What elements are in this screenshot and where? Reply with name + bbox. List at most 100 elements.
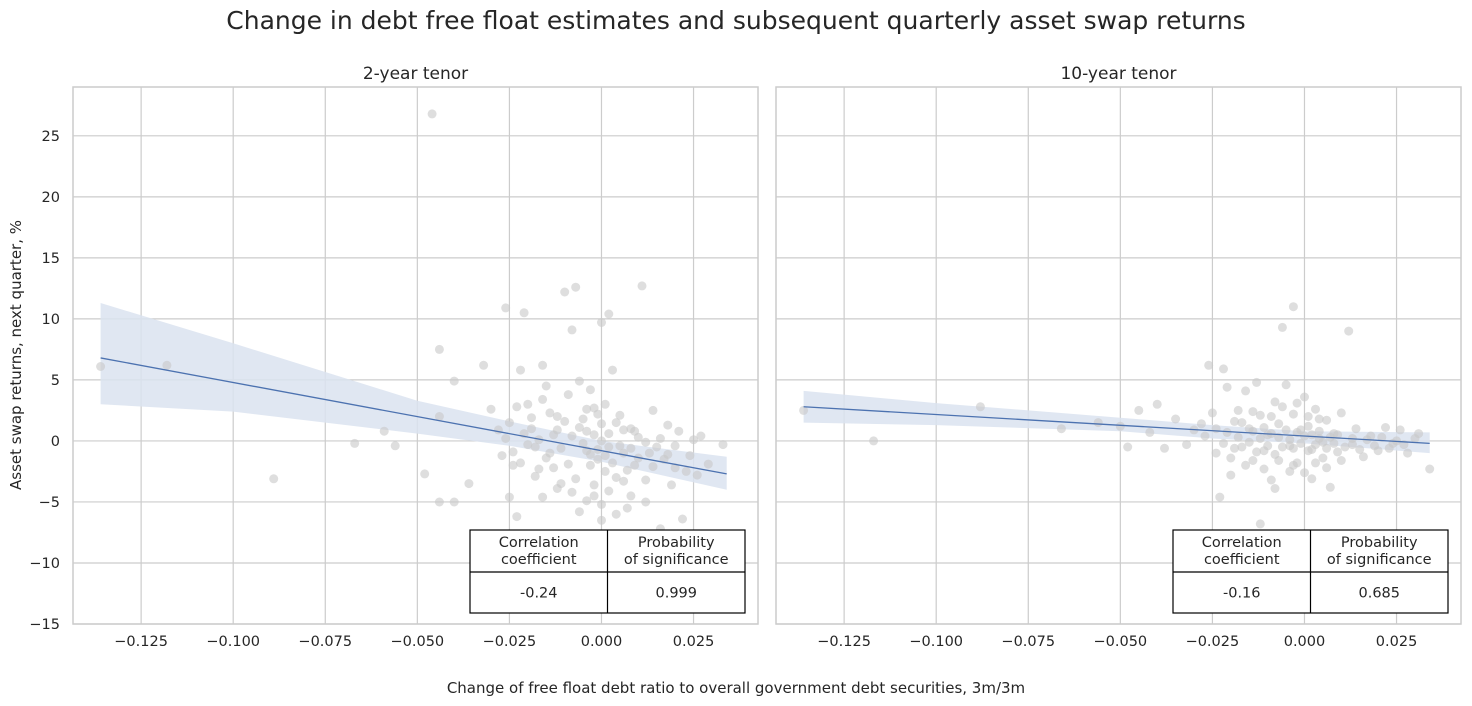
panel2-scatter-point <box>1300 392 1309 402</box>
panel1-scatter-point <box>678 514 687 524</box>
panel1-x-tick-label: 0.025 <box>673 634 715 650</box>
panel2-scatter-point <box>1296 438 1306 448</box>
panel2-x-tick-label: −0.025 <box>1186 634 1240 650</box>
panel2-scatter-point <box>1270 397 1280 407</box>
panel1-scatter-point <box>626 491 636 501</box>
panel1-scatter-point <box>574 423 584 432</box>
panel1-scatter-point <box>350 438 360 448</box>
panel1-scatter-point <box>567 487 577 497</box>
panel1-confidence-band <box>100 303 727 490</box>
panel1-y-tick-label: −15 <box>29 617 60 633</box>
panel2-scatter-point <box>1182 440 1192 450</box>
panel1-scatter-point <box>670 463 680 473</box>
panel2-scatter-point <box>1410 434 1420 443</box>
panel2-scatter-point <box>1248 407 1258 417</box>
panel2-scatter-point <box>1358 452 1368 462</box>
panel1-x-tick-label: −0.075 <box>298 634 352 650</box>
panel2-scatter-point <box>1211 424 1221 434</box>
panel2-scatter-point <box>1370 441 1379 451</box>
panel2-scatter-point <box>1322 443 1332 453</box>
panel1-scatter-point <box>427 109 437 119</box>
panel1-scatter-point <box>508 460 518 470</box>
panel1-scatter-point <box>530 442 540 452</box>
panel1-scatter-point <box>589 491 599 501</box>
panel1-scatter-point <box>585 385 595 395</box>
panel1-scatter-point <box>574 376 584 386</box>
panel1-scatter-point <box>600 466 610 476</box>
panel1-scatter-point <box>589 430 599 440</box>
panel2-scatter-point <box>1281 380 1291 390</box>
panel1-scatter-point <box>608 458 617 468</box>
panel2-scatter-point <box>1222 382 1232 392</box>
panel2-scatter-point <box>1303 446 1313 456</box>
panel1-scatter-point <box>379 426 389 436</box>
panel1-scatter-point <box>615 441 625 451</box>
panel2-scatter-point <box>1292 427 1302 437</box>
panel2-scatter-point <box>1145 427 1155 437</box>
panel1-scatter-point <box>574 507 584 517</box>
panel1-scatter-point <box>600 451 610 461</box>
panel1-title: 2-year tenor <box>363 64 468 84</box>
panel1-x-tick-label: 0.000 <box>581 634 623 650</box>
panel2-scatter-point <box>1325 482 1335 492</box>
panel2-scatter-point <box>1274 456 1284 465</box>
panel2-scatter-point <box>1252 447 1262 457</box>
panel1-scatter-point <box>703 459 713 469</box>
panel2-scatter-point <box>1204 360 1214 370</box>
panel2-frame <box>775 86 1462 625</box>
panel2-x-tick-label: 0.025 <box>1376 634 1418 650</box>
panel2-scatter-point <box>1281 425 1291 435</box>
panel1-scatter-point <box>597 515 606 525</box>
panel2-scatter-point <box>1233 405 1243 415</box>
panel1-scatter-point <box>648 405 658 415</box>
panel2-scatter-point <box>1425 464 1435 474</box>
panel1-scatter-point <box>630 460 640 470</box>
panel1-scatter-point <box>667 480 676 490</box>
panel1-scatter-point <box>689 435 699 445</box>
panel2-scatter-point <box>1160 443 1169 453</box>
panel2-scatter-point <box>1336 456 1346 465</box>
panel1-scatter-point <box>582 404 592 414</box>
panel2-scatter-point <box>1093 418 1103 428</box>
panel1-scatter-point <box>563 459 573 469</box>
panel2-scatter-point <box>1277 402 1287 412</box>
panel1-scatter-point <box>589 403 599 413</box>
panel2-scatter-point <box>1152 399 1162 409</box>
panel2-scatter-point <box>1381 423 1390 432</box>
panel1-plot: 2-year tenor −0.125 −0.100 −0.075 −0.050 −0.0… <box>29 64 759 650</box>
panel1-scatter-point <box>434 497 444 507</box>
panel1-scatter-point <box>597 318 606 327</box>
panel2-scatter-point <box>1303 421 1313 431</box>
panel2-scatter-point <box>1333 430 1343 440</box>
panel1-scatter-point <box>585 449 595 459</box>
panel1-scatter-point <box>420 469 430 479</box>
panel1-scatter-point <box>523 399 533 409</box>
panel1-scatter-point <box>655 434 665 443</box>
panel1-scatter-point <box>604 486 614 496</box>
panel2-scatter-point <box>1351 424 1361 434</box>
panel2-table-header: Probability of significance <box>1327 535 1432 568</box>
panel1-x-tick-label: −0.025 <box>483 634 537 650</box>
panel1-scatter-point <box>493 425 503 435</box>
panel1-scatter-point <box>578 438 588 448</box>
panel1-scatter-point <box>538 394 548 404</box>
panel1-x-tick-label: −0.050 <box>391 634 445 650</box>
panel2-scatter-point <box>1266 475 1276 485</box>
panel2-title: 10-year tenor <box>1060 64 1176 84</box>
panel1-scatter-point <box>162 360 172 370</box>
panel1-regression-line <box>100 357 727 475</box>
panel2-scatter-point <box>1123 442 1133 452</box>
panel2-scatter-point <box>1292 398 1302 408</box>
panel1-scatter-point <box>619 476 629 486</box>
panel2-scatter-point <box>1288 443 1298 453</box>
panel2-scatter-point <box>1215 492 1225 502</box>
panel2-scatter-point <box>1252 377 1262 387</box>
panel1-scatter-point <box>552 425 562 435</box>
panel1-scatter-point <box>622 503 632 513</box>
panel2-scatter-point <box>1233 432 1243 442</box>
panel1-y-tick-label: 20 <box>42 190 60 206</box>
panel1-scatter-point <box>464 479 474 489</box>
panel2-regression-line <box>803 406 1430 445</box>
panel1-scatter-point <box>611 418 621 428</box>
panel1-scatter-point <box>563 390 573 400</box>
